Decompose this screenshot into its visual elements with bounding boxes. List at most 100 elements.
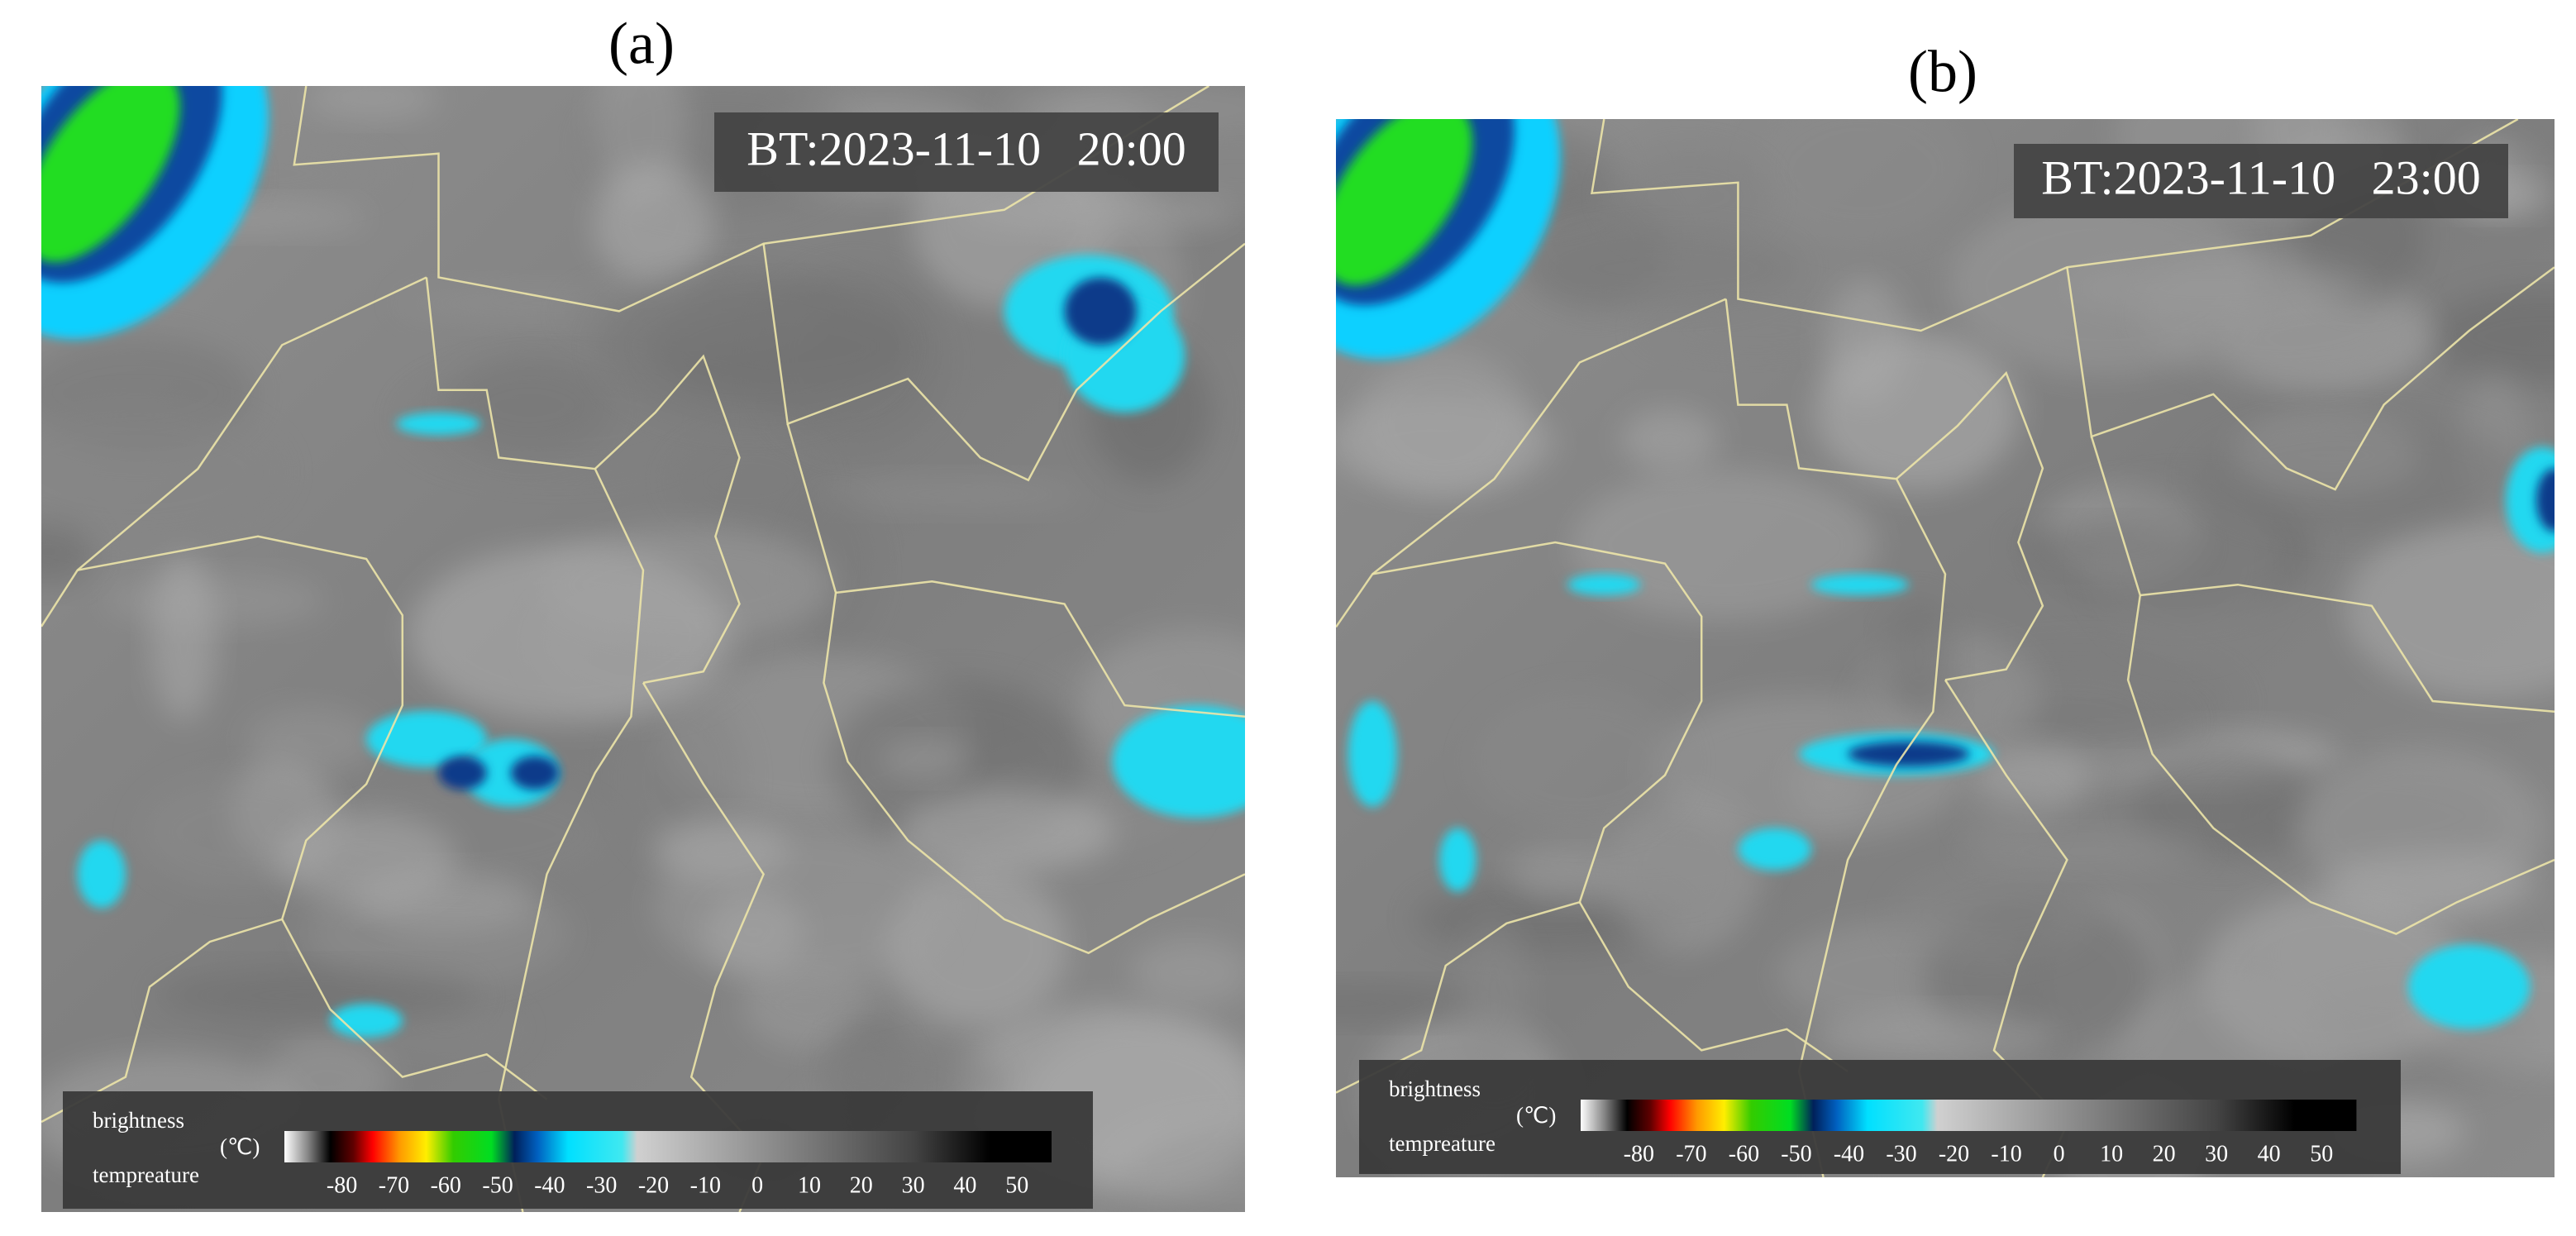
panel-label: (b) [1908, 39, 1977, 105]
timestamp: BT:2023-11-10 20:00 [747, 122, 1185, 175]
cold-cloud-cyan [1112, 705, 1245, 818]
cloud-texture [1570, 469, 1877, 621]
cold-cloud-blue [2535, 468, 2555, 532]
cloud-texture [2345, 518, 2555, 699]
colorbar-tick-label: 50 [1005, 1172, 1028, 1198]
province-border [2066, 266, 2555, 491]
cold-cloud-blue [1848, 741, 1970, 767]
cold-cloud-cyan [396, 412, 481, 436]
colorbar-tick-label: 0 [751, 1172, 763, 1198]
cloud-texture [1534, 228, 1801, 308]
cold-cloud-cyan [2506, 446, 2555, 553]
cold-cloud-cyan [77, 840, 126, 909]
cold-cloud-cyan [1567, 574, 1641, 595]
cloud-texture [1812, 1010, 2060, 1062]
province-border [1336, 541, 1703, 1094]
cloud-texture [41, 403, 287, 542]
cold-cloud-green [41, 86, 180, 263]
cloud-texture [652, 827, 953, 986]
timestamp: BT:2023-11-10 23:00 [2041, 150, 2480, 204]
cloud-texture [2297, 748, 2544, 907]
cold-cloud-cyan [1439, 828, 1476, 892]
cloud-texture [1961, 789, 2055, 848]
colorbar-tick-label: -70 [379, 1172, 409, 1198]
cloud-texture [670, 435, 825, 527]
cloud-texture [820, 475, 1085, 513]
cloud-texture [1884, 599, 1954, 713]
province-border [1724, 298, 1947, 1177]
province-border [1336, 298, 1727, 628]
cloud-texture [1356, 349, 1530, 498]
colorbar-tick-label: -50 [482, 1172, 513, 1198]
cloud-texture [2192, 418, 2522, 532]
colorbar-tick-label: 40 [953, 1172, 976, 1198]
cold-cloud-cyan [330, 1004, 403, 1038]
cloud-texture [1638, 304, 1874, 357]
colorbar-tick-label: -40 [1834, 1141, 1864, 1167]
legend-unit: (℃) [220, 1134, 260, 1159]
colorbar-tick-label: -80 [1624, 1141, 1654, 1167]
province-border [41, 535, 404, 1124]
cloud-texture [1130, 938, 1245, 1007]
cloud-texture [703, 890, 804, 973]
colorbar-tick-label: -10 [690, 1172, 721, 1198]
cloud-texture [1469, 689, 1689, 835]
cold-cloud-blue [510, 756, 560, 790]
cloud-texture [593, 162, 715, 285]
colorbar-tick-label: -60 [431, 1172, 461, 1198]
cloud-texture [1499, 824, 1770, 903]
colorbar-tick-label: 10 [2100, 1141, 2123, 1167]
colorbar [284, 1131, 1052, 1162]
cold-cloud-cyan [1738, 828, 1811, 871]
province-border [835, 580, 1245, 718]
province-border [1578, 901, 1849, 1073]
legend-title: tempreature [1389, 1131, 1496, 1156]
province-border [762, 242, 1245, 482]
colorbar-tick-label: -30 [1886, 1141, 1916, 1167]
cold-cloud-cyan [366, 710, 487, 768]
colorbar-tick-label: 30 [902, 1172, 925, 1198]
cloud-texture [156, 967, 480, 1024]
province-border [1896, 370, 2044, 681]
cold-cloud-blue [438, 756, 487, 790]
legend-unit: (℃) [1516, 1103, 1556, 1128]
colorbar-tick-label: 10 [798, 1172, 821, 1198]
colorbar [1581, 1100, 2357, 1131]
cloud-texture [2012, 701, 2196, 738]
cloud-texture [598, 269, 903, 425]
legend-title: brightness [93, 1108, 184, 1133]
cloud-texture [1607, 147, 1772, 246]
colorbar-tick-label: 20 [850, 1172, 873, 1198]
colorbar-tick-label: -10 [1991, 1141, 2021, 1167]
cloud-texture [276, 813, 458, 905]
cloud-texture [1890, 868, 2094, 959]
province-border [293, 86, 1209, 313]
province-border [786, 423, 1245, 955]
cloud-texture [896, 789, 1114, 874]
province-border [281, 919, 548, 1100]
cloud-texture [307, 86, 439, 121]
cloud-texture [1458, 915, 1530, 1086]
cloud-texture [1336, 983, 1486, 1024]
colorbar-tick-label: 30 [2205, 1141, 2228, 1167]
colorbar-tick-label: -50 [1781, 1141, 1811, 1167]
cold-cloud-cyan [1810, 574, 1909, 595]
colorbar-tick-label: -40 [534, 1172, 565, 1198]
cloud-texture [246, 707, 379, 774]
cloud-texture [150, 552, 217, 722]
province-border [2140, 583, 2555, 713]
colorbar-tick-label: -30 [586, 1172, 617, 1198]
colorbar-tick-label: -20 [638, 1172, 669, 1198]
satellite-image: BT:2023-11-10 23:00 brightness tempreature… [1336, 119, 2555, 1177]
cloud-texture [1754, 119, 1972, 244]
colorbar-tick-label: 50 [2310, 1141, 2333, 1167]
cloud-texture [1823, 279, 1908, 407]
cloud-texture [537, 526, 835, 644]
colorbar-tick-label: -70 [1676, 1141, 1706, 1167]
timestamp-box [2014, 144, 2508, 218]
colorbar-tick-label: -20 [1939, 1141, 1969, 1167]
colorbar-tick-label: 0 [2054, 1141, 2065, 1167]
cloud-texture [2064, 260, 2367, 317]
cold-cloud-cyan [2408, 944, 2531, 1029]
